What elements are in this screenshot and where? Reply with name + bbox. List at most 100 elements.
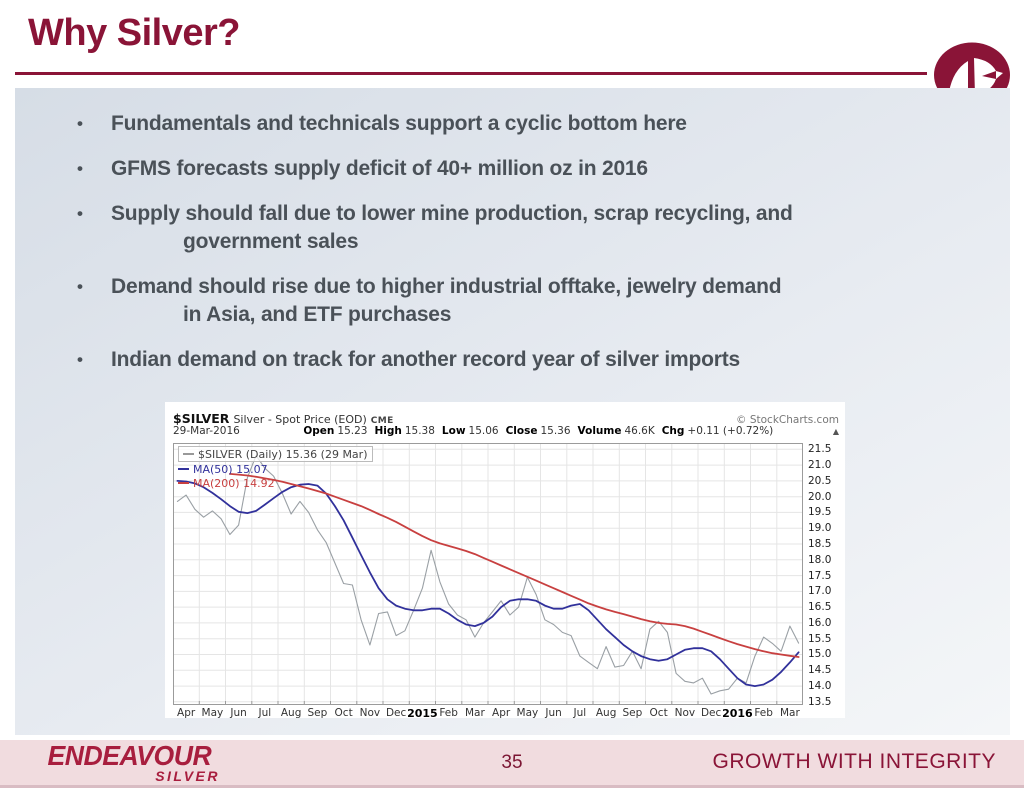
x-axis-tick-label: May [516, 707, 539, 719]
x-axis-tick-label: Mar [779, 707, 800, 719]
bullet-marker: • [77, 350, 83, 369]
y-axis-tick-label: 20.5 [808, 474, 832, 487]
chart-legend: $SILVER (Daily) 15.36 (29 Mar) MA(50) 15… [178, 446, 373, 490]
change-up-arrow-icon: ▲ [832, 427, 839, 436]
quote-stats: Open 15.23 High 15.38 Low 15.06 Close 15.36 Volu… [303, 425, 773, 437]
slide-body-panel: • Fundamentals and technicals support a … [15, 88, 1010, 735]
stat-label: Chg [661, 425, 685, 437]
x-axis-tick-label: Aug [280, 707, 302, 719]
quote-stat: High 15.38 [374, 425, 434, 437]
y-axis-tick-label: 19.5 [808, 506, 832, 519]
page-number: 35 [501, 752, 523, 773]
y-axis-tick-label: 14.0 [808, 680, 832, 693]
stat-value: 15.36 [540, 425, 571, 437]
stat-value: 46.6K [624, 425, 655, 437]
bullet-marker: • [77, 204, 83, 223]
quote-stat: Close 15.36 [506, 425, 571, 437]
bullet-list: • Fundamentals and technicals support a … [77, 110, 937, 391]
chart-description: Silver - Spot Price (EOD) [233, 413, 367, 426]
chart-plot-area: $SILVER (Daily) 15.36 (29 Mar) MA(50) 15… [173, 443, 803, 705]
silver-price-chart: $SILVER Silver - Spot Price (EOD) CME © St… [165, 402, 845, 720]
stat-label: Open [303, 425, 335, 437]
legend-line-swatch-icon [183, 453, 194, 455]
bullet-item: • Supply should fall due to lower mine p… [77, 200, 937, 256]
x-axis-tick-label: Jul [573, 707, 587, 719]
stat-label: High [374, 425, 402, 437]
x-axis-tick-label: Apr [177, 707, 196, 719]
quote-stat: Volume 46.6K [578, 425, 655, 437]
x-axis-tick-label: Feb [439, 707, 458, 719]
x-axis-tick-label: Jun [230, 707, 247, 719]
x-axis-tick-label: Nov [359, 707, 381, 719]
y-axis-tick-label: 21.0 [808, 459, 832, 472]
x-axis-tick-label: Dec [385, 707, 407, 719]
x-axis-tick-label: 2016 [722, 707, 753, 720]
endeavour-silver-wordmark: ENDEAVOUR SILVER [45, 740, 220, 784]
stat-label: Low [441, 425, 466, 437]
x-axis-tick-label: Oct [334, 707, 353, 719]
y-axis-tick-label: 16.0 [808, 616, 832, 629]
legend-item: MA(50) 15.07 [178, 462, 373, 476]
y-axis-tick-label: 15.5 [808, 632, 832, 645]
quote-stat: Low 15.06 [442, 425, 499, 437]
bullet-item: • Fundamentals and technicals support a … [77, 110, 937, 138]
x-axis-tick-label: Jul [258, 707, 272, 719]
footer-bar: ENDEAVOUR SILVER 35 GROWTH WITH INTEGRIT… [0, 740, 1024, 788]
brand-subname: SILVER [155, 768, 220, 784]
chart-date: 29-Mar-2016 [173, 425, 240, 437]
chart-ticker: $SILVER [173, 411, 230, 426]
legend-item: $SILVER (Daily) 15.36 (29 Mar) [178, 446, 373, 462]
chart-source-credit: © StockCharts.com [736, 414, 839, 426]
bullet-item: • GFMS forecasts supply deficit of 40+ m… [77, 155, 937, 183]
y-axis-tick-label: 14.5 [808, 664, 832, 677]
x-axis-tick-label: 2015 [407, 707, 438, 720]
legend-line-swatch-icon [178, 482, 189, 484]
brand-name: ENDEAVOUR [47, 740, 212, 771]
y-axis-tick-label: 19.0 [808, 522, 832, 535]
x-axis-tick-label: Sep [622, 707, 643, 719]
bullet-marker: • [77, 277, 83, 296]
y-axis-tick-label: 17.5 [808, 569, 832, 582]
stat-value: 15.06 [468, 425, 499, 437]
stat-value: 15.23 [337, 425, 368, 437]
bullet-item: • Indian demand on track for another rec… [77, 346, 937, 374]
y-axis-tick-label: 17.0 [808, 585, 832, 598]
stat-label: Volume [577, 425, 622, 437]
x-axis-tick-label: Oct [649, 707, 668, 719]
y-axis-tick-label: 18.5 [808, 538, 832, 550]
bullet-marker: • [77, 159, 83, 178]
x-axis-labels: Apr May Jun Jul Aug Sep Oct Nov Dec 2015 Feb Mar Apr… [173, 705, 803, 720]
stat-value: 15.38 [404, 425, 435, 437]
x-axis-tick-label: Feb [754, 707, 773, 719]
y-axis-tick-label: 18.0 [808, 553, 832, 566]
x-axis-tick-label: Jun [545, 707, 562, 719]
bullet-text: Demand should rise due to higher industr… [111, 275, 782, 326]
y-axis-tick-label: 13.5 [808, 695, 832, 708]
stat-label: Close [505, 425, 538, 437]
stat-value: +0.11 (+0.72%) [687, 425, 774, 437]
x-axis-tick-label: Dec [700, 707, 722, 719]
chart-exchange: CME [370, 416, 394, 426]
legend-label: MA(50) 15.07 [193, 462, 268, 476]
legend-label: $SILVER (Daily) 15.36 (29 Mar) [198, 447, 368, 461]
x-axis-tick-label: Sep [307, 707, 328, 719]
bullet-text: Supply should fall due to lower mine pro… [111, 202, 793, 253]
bullet-item: • Demand should rise due to higher indus… [77, 273, 937, 329]
x-axis-tick-label: Mar [464, 707, 485, 719]
y-axis-labels: 21.5 21.0 20.5 20.0 19.5 19.0 18.5 18.0 17.5 17.0… [803, 443, 839, 708]
y-axis-tick-label: 16.5 [808, 601, 832, 614]
chart-title: $SILVER Silver - Spot Price (EOD) CME [173, 408, 394, 427]
bullet-text: GFMS forecasts supply deficit of 40+ mil… [111, 157, 648, 180]
bullet-text: Indian demand on track for another recor… [111, 348, 741, 371]
legend-label: MA(200) 14.92 [193, 476, 275, 490]
quote-stat: Open 15.23 [303, 425, 367, 437]
x-axis-tick-label: Apr [492, 707, 511, 719]
title-divider [15, 72, 927, 75]
page-title: Why Silver? [28, 12, 241, 54]
x-axis-tick-label: Nov [674, 707, 696, 719]
quote-stat: Chg +0.11 (+0.72%) [662, 425, 774, 437]
y-axis-tick-label: 15.0 [808, 648, 832, 661]
x-axis-tick-label: May [201, 707, 224, 719]
x-axis-tick-label: Aug [595, 707, 617, 719]
legend-line-swatch-icon [178, 468, 189, 470]
